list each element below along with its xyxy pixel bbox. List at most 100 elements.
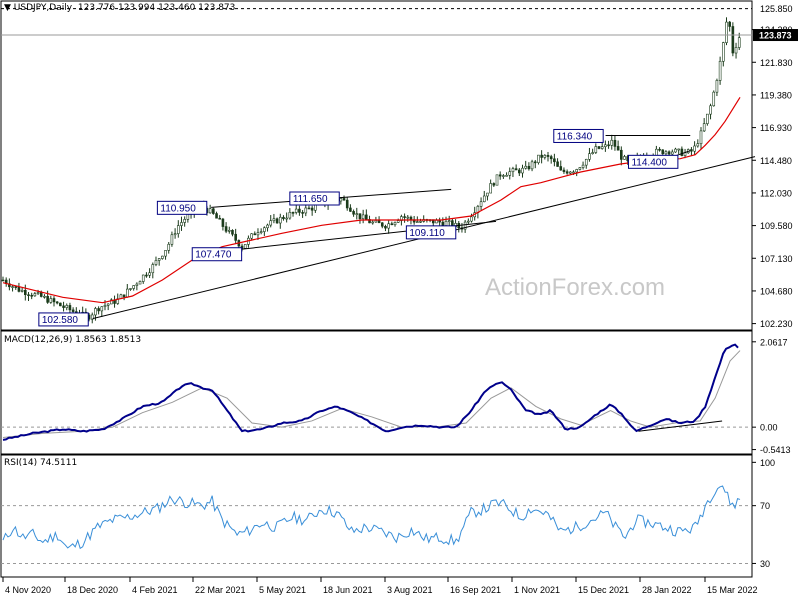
candle bbox=[11, 284, 14, 292]
candle bbox=[278, 213, 282, 229]
candle bbox=[543, 154, 547, 160]
candle-body bbox=[588, 153, 591, 160]
candle-body bbox=[183, 219, 186, 223]
candle bbox=[49, 295, 53, 304]
candle-body bbox=[387, 223, 390, 229]
candle-body bbox=[135, 283, 139, 286]
candle bbox=[508, 167, 512, 180]
candle-body bbox=[243, 244, 247, 249]
price-panel: 110.950 111.650 107.470 102.580 109.110 116.3… bbox=[1, 8, 756, 327]
candle bbox=[677, 148, 680, 155]
candle bbox=[55, 301, 59, 305]
candle-body bbox=[342, 198, 346, 201]
candle-body bbox=[380, 222, 384, 227]
candle bbox=[266, 223, 269, 232]
candle bbox=[712, 90, 716, 107]
candle bbox=[702, 118, 706, 132]
candle bbox=[396, 218, 400, 223]
candle-body bbox=[352, 211, 355, 215]
candle bbox=[393, 221, 397, 227]
candle bbox=[623, 154, 626, 160]
candle bbox=[661, 149, 665, 155]
candle-body bbox=[393, 222, 397, 226]
candle bbox=[721, 41, 725, 67]
candle-body bbox=[27, 294, 30, 297]
candle-body bbox=[734, 47, 738, 54]
candle bbox=[339, 197, 343, 205]
rsi-line bbox=[2, 485, 741, 550]
y-tick-label: 107.130 bbox=[760, 254, 793, 264]
rsi-y-tick-label: 30 bbox=[760, 559, 770, 569]
macd-y-tick-label: 0.00 bbox=[760, 423, 778, 433]
candle-body bbox=[435, 219, 438, 224]
y-tick-label: 119.380 bbox=[760, 90, 792, 100]
candle-body bbox=[282, 216, 285, 220]
candle-body bbox=[511, 168, 515, 173]
y-tick-label: 104.680 bbox=[760, 286, 793, 296]
candle bbox=[20, 287, 24, 293]
candle bbox=[97, 306, 100, 315]
candle bbox=[138, 280, 142, 285]
candle-body bbox=[556, 161, 559, 167]
candle bbox=[288, 208, 292, 220]
candle-body bbox=[218, 217, 222, 220]
candle bbox=[170, 231, 174, 247]
candle-body bbox=[508, 171, 512, 176]
candle-body bbox=[482, 195, 486, 203]
candle-body bbox=[173, 233, 177, 236]
candle-body bbox=[396, 220, 400, 223]
candle-body bbox=[138, 281, 142, 285]
candle bbox=[43, 294, 46, 299]
y-tick-label: 121.830 bbox=[760, 58, 793, 68]
candle bbox=[511, 166, 515, 178]
candle-body bbox=[718, 60, 722, 81]
candle-body bbox=[419, 221, 422, 223]
candle bbox=[658, 147, 661, 152]
candle bbox=[588, 147, 591, 162]
candle bbox=[527, 162, 531, 171]
candle-body bbox=[721, 42, 725, 62]
candle-body bbox=[314, 204, 317, 211]
candle-body bbox=[110, 299, 113, 305]
annotation-box bbox=[627, 154, 679, 169]
candle bbox=[154, 256, 158, 267]
candle-body bbox=[161, 255, 164, 259]
candle bbox=[610, 134, 614, 150]
candle bbox=[227, 226, 231, 234]
candle bbox=[521, 164, 524, 178]
candle-body bbox=[706, 113, 709, 124]
macd-panel-title: MACD(12,26,9) 1.8563 1.8513 bbox=[4, 335, 142, 345]
candle bbox=[161, 255, 164, 260]
candle bbox=[365, 209, 368, 220]
x-tick-label: 28 Jan 2022 bbox=[642, 585, 692, 595]
annotation-box bbox=[156, 200, 208, 215]
annotation-box bbox=[38, 312, 89, 327]
axes: 102.230 104.680 107.130 109.580 112.030 114.4… bbox=[2, 4, 798, 595]
dropdown-arrow-icon[interactable]: ▼ bbox=[4, 3, 11, 13]
candle bbox=[183, 216, 186, 227]
candle bbox=[524, 160, 527, 170]
candle bbox=[578, 167, 582, 171]
candle bbox=[342, 195, 346, 201]
candle-body bbox=[90, 314, 94, 320]
candle bbox=[387, 220, 390, 234]
candle-body bbox=[594, 146, 598, 153]
candle-body bbox=[702, 123, 706, 132]
candle bbox=[725, 17, 728, 46]
candle-body bbox=[170, 234, 174, 245]
candle-body bbox=[17, 286, 21, 292]
candle-body bbox=[307, 207, 311, 210]
candle bbox=[457, 221, 461, 233]
candle-body bbox=[129, 288, 132, 290]
candle-body bbox=[374, 220, 378, 223]
candle bbox=[30, 292, 33, 300]
candle-body bbox=[272, 218, 276, 222]
candle-body bbox=[294, 208, 298, 213]
candle-body bbox=[559, 166, 563, 171]
candle bbox=[113, 295, 116, 308]
candle bbox=[518, 168, 521, 177]
candle-body bbox=[655, 148, 658, 156]
candle-body bbox=[39, 292, 43, 297]
trendline bbox=[239, 220, 497, 250]
candle-body bbox=[106, 303, 110, 306]
